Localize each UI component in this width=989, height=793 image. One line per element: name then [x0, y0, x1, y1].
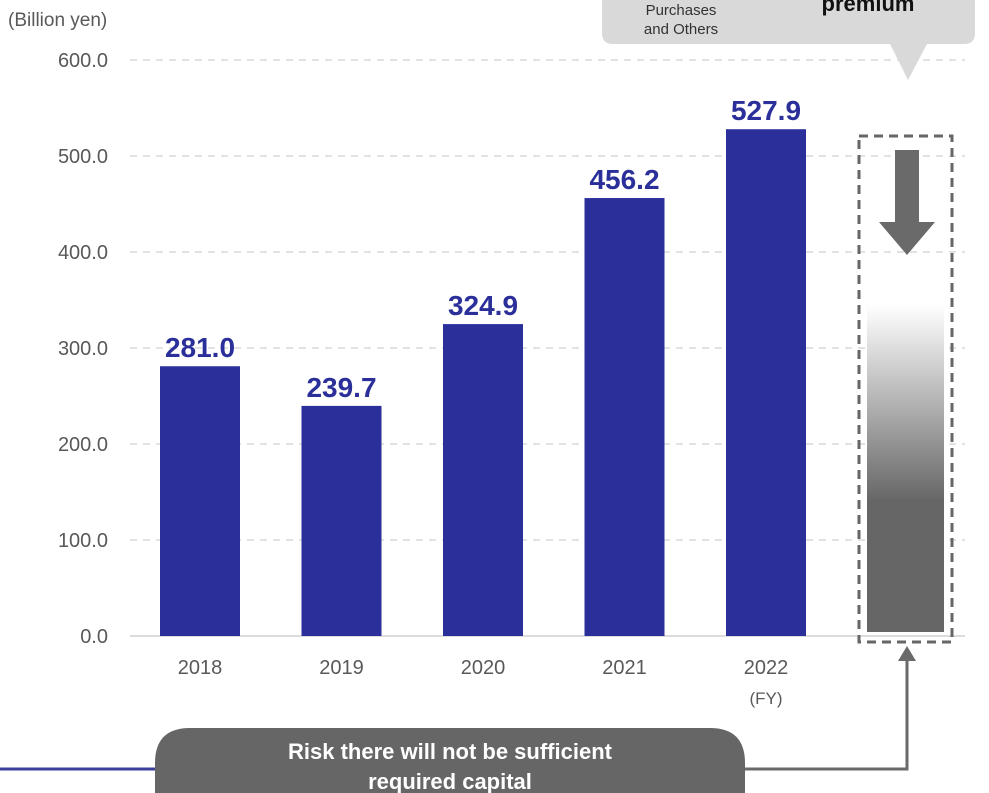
bar-2021 — [584, 198, 665, 636]
y-axis-ticks: 0.0 100.0 200.0 300.0 400.0 500.0 600.0 — [58, 50, 108, 648]
y-tick-label: 600.0 — [58, 50, 108, 72]
bar-2022 — [726, 129, 806, 636]
y-tick-label: 0.0 — [80, 626, 108, 648]
y-axis-unit-label: (Billion yen) — [8, 10, 107, 31]
y-tick-label: 100.0 — [58, 530, 108, 552]
bar-2018 — [160, 366, 240, 636]
premium-callout: Purchases and Others premium — [602, 0, 975, 80]
risk-text-line1: Risk there will not be sufficient — [288, 739, 613, 764]
future-capital-box — [857, 134, 954, 644]
bar-series — [160, 129, 806, 636]
x-tick-label-2019: 2019 — [319, 657, 364, 679]
data-label-2019: 239.7 — [306, 372, 376, 403]
risk-box: Risk there will not be sufficient requir… — [155, 728, 745, 793]
gradient-fill — [867, 305, 944, 632]
x-tick-label-2021: 2021 — [602, 657, 647, 679]
bar-2020 — [443, 324, 523, 636]
fy-unit-label: (FY) — [749, 689, 782, 708]
y-tick-label: 300.0 — [58, 338, 108, 360]
x-axis-categories: 2018 2019 2020 2021 2022 — [178, 657, 789, 679]
up-arrow-icon — [898, 646, 916, 661]
data-label-2020: 324.9 — [448, 290, 518, 321]
risk-text-line2: required capital — [368, 769, 532, 793]
y-tick-label: 400.0 — [58, 242, 108, 264]
risk-connector — [742, 646, 916, 771]
dashed-outline — [857, 134, 954, 644]
risk-box-background — [155, 728, 745, 793]
data-label-2022: 527.9 — [731, 95, 801, 126]
data-label-2021: 456.2 — [589, 164, 659, 195]
y-tick-label: 200.0 — [58, 434, 108, 456]
gridlines — [130, 59, 965, 541]
x-tick-label-2018: 2018 — [178, 657, 223, 679]
callout-text-premium: premium — [822, 0, 915, 16]
callout-text-others: and Others — [644, 21, 718, 38]
callout-bubble — [602, 0, 975, 80]
callout-text-purchases: Purchases — [646, 2, 717, 19]
data-labels: 281.0 239.7 324.9 456.2 527.9 — [165, 95, 801, 403]
x-tick-label-2020: 2020 — [461, 657, 506, 679]
down-arrow-icon — [879, 150, 935, 255]
data-label-2018: 281.0 — [165, 332, 235, 363]
x-tick-label-2022: 2022 — [744, 657, 789, 679]
bar-2019 — [301, 405, 382, 636]
y-tick-label: 500.0 — [58, 146, 108, 168]
connector-line — [742, 660, 909, 771]
